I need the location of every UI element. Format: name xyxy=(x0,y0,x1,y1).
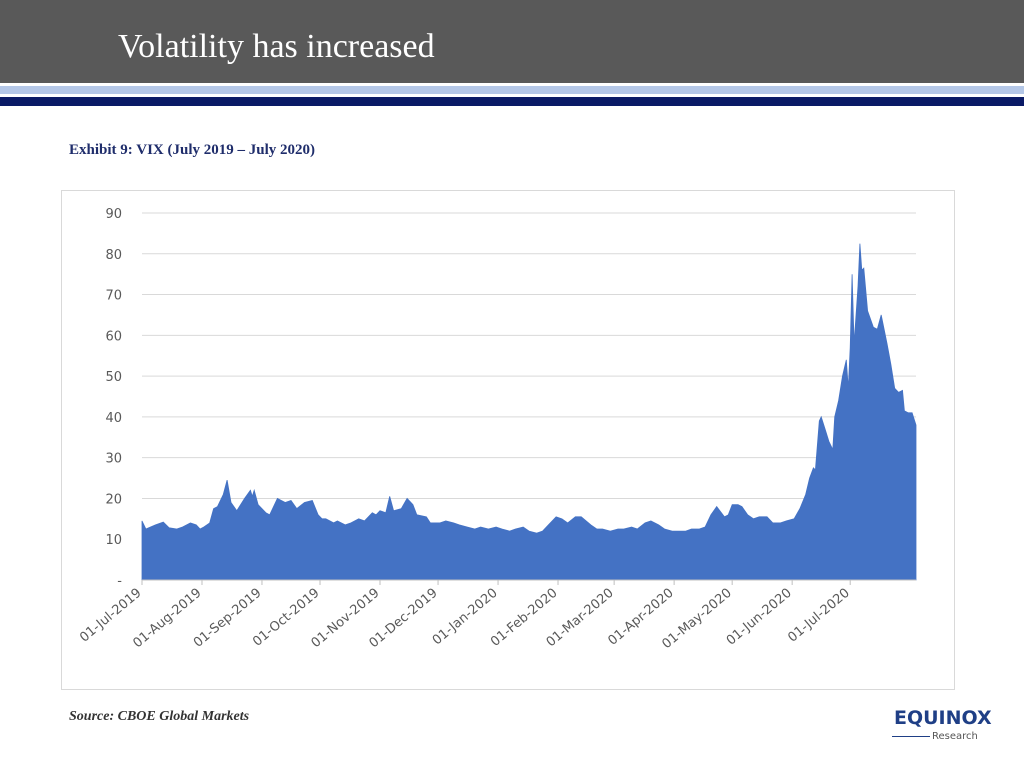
divider-stripe-light xyxy=(0,86,1024,94)
y-tick-label: 50 xyxy=(105,370,122,385)
y-tick-label: - xyxy=(117,574,122,589)
x-tick-label: 01-Jul-2020 xyxy=(785,586,852,646)
divider-stripe xyxy=(0,94,1024,97)
y-tick-label: 70 xyxy=(105,289,122,304)
logo-wordmark: EQUINOX xyxy=(894,707,992,729)
divider-stripe-navy xyxy=(0,97,1024,106)
vix-area-series xyxy=(141,243,917,581)
y-tick-label: 40 xyxy=(105,411,122,426)
y-tick-label: 80 xyxy=(105,248,122,263)
logo-subtitle: Research xyxy=(932,731,978,742)
vix-area-chart: -10203040506070809001-Jul-201901-Aug-201… xyxy=(77,207,917,652)
equinox-logo: EQUINOX Research xyxy=(892,705,992,745)
y-tick-label: 90 xyxy=(105,207,122,222)
y-tick-label: 60 xyxy=(105,329,122,344)
divider-stripe xyxy=(0,83,1024,86)
slide-title: Volatility has increased xyxy=(118,28,435,65)
x-tick-label: 01-Jun-2020 xyxy=(724,586,795,649)
title-bar xyxy=(0,0,1024,83)
y-tick-label: 20 xyxy=(105,492,122,507)
y-tick-label: 30 xyxy=(105,452,122,467)
chart-frame xyxy=(61,190,955,690)
source-note: Source: CBOE Global Markets xyxy=(69,709,250,724)
y-tick-label: 10 xyxy=(105,533,122,548)
logo-underline xyxy=(892,736,930,737)
exhibit-title: Exhibit 9: VIX (July 2019 – July 2020) xyxy=(69,142,316,158)
